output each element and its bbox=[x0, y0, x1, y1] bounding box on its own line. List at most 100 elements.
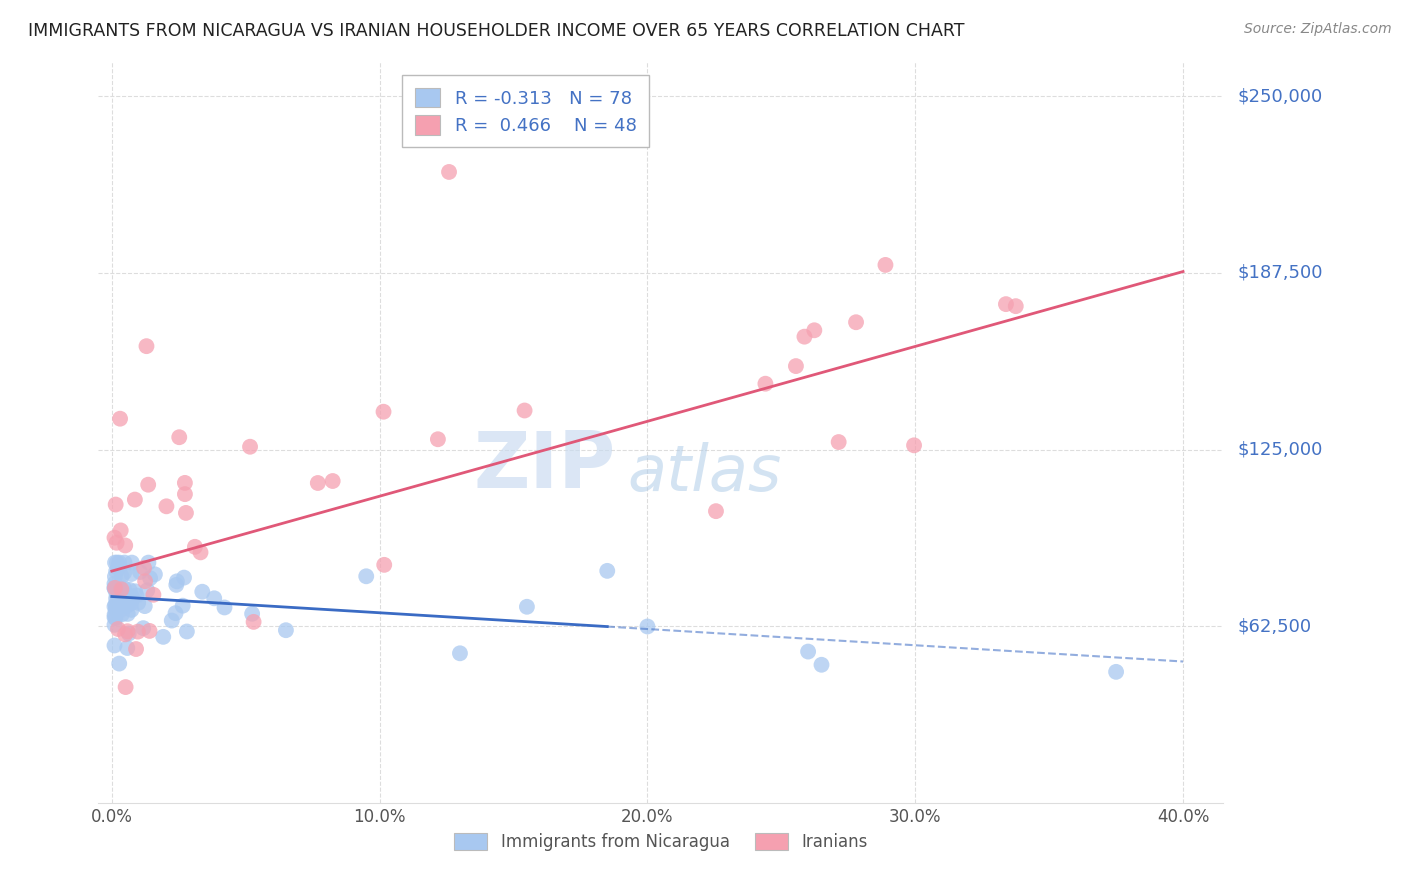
Point bbox=[134, 599, 156, 614]
Point bbox=[754, 376, 776, 391]
Point bbox=[135, 339, 157, 353]
Point bbox=[105, 591, 128, 606]
Point bbox=[426, 432, 449, 446]
Point bbox=[165, 606, 187, 620]
Point bbox=[704, 504, 727, 518]
Point bbox=[803, 323, 825, 337]
Point bbox=[105, 587, 128, 601]
Point bbox=[174, 475, 197, 490]
Point bbox=[104, 569, 127, 583]
Point bbox=[104, 603, 127, 617]
Point bbox=[104, 581, 127, 595]
Point bbox=[166, 574, 188, 589]
Point bbox=[107, 561, 129, 575]
Point bbox=[184, 540, 207, 554]
Point bbox=[103, 581, 125, 595]
Point bbox=[174, 487, 197, 501]
Point bbox=[104, 598, 127, 612]
Text: $187,500: $187,500 bbox=[1237, 264, 1323, 282]
Point bbox=[125, 642, 148, 657]
Point bbox=[107, 622, 129, 636]
Point bbox=[1004, 299, 1026, 313]
Point bbox=[810, 657, 832, 672]
Point bbox=[129, 565, 152, 579]
Point bbox=[114, 591, 136, 606]
Point bbox=[108, 657, 131, 671]
Point bbox=[114, 627, 136, 641]
Point bbox=[152, 630, 174, 644]
Point bbox=[110, 591, 132, 606]
Point bbox=[117, 640, 139, 655]
Point bbox=[114, 538, 136, 552]
Point bbox=[120, 596, 142, 610]
Point bbox=[143, 567, 166, 582]
Point bbox=[120, 567, 142, 582]
Point bbox=[214, 600, 236, 615]
Point bbox=[124, 492, 146, 507]
Point bbox=[202, 591, 225, 606]
Point bbox=[104, 607, 127, 622]
Point bbox=[172, 599, 194, 613]
Point bbox=[1105, 665, 1128, 679]
Point bbox=[108, 581, 131, 595]
Text: atlas: atlas bbox=[627, 442, 782, 504]
Point bbox=[191, 584, 214, 599]
Point bbox=[105, 564, 128, 578]
Point bbox=[138, 624, 160, 638]
Point bbox=[513, 403, 536, 417]
Point bbox=[108, 603, 131, 617]
Point bbox=[104, 498, 127, 512]
Point bbox=[449, 646, 471, 660]
Point bbox=[785, 359, 807, 373]
Point bbox=[114, 680, 136, 694]
Point bbox=[103, 639, 125, 653]
Point bbox=[117, 607, 139, 621]
Point bbox=[110, 569, 132, 583]
Point bbox=[125, 589, 148, 603]
Point bbox=[103, 610, 125, 624]
Point bbox=[114, 588, 136, 602]
Text: $125,000: $125,000 bbox=[1237, 441, 1323, 458]
Point bbox=[132, 621, 155, 635]
Point bbox=[160, 614, 183, 628]
Point bbox=[117, 624, 139, 639]
Point bbox=[437, 165, 460, 179]
Point bbox=[104, 556, 127, 570]
Point bbox=[274, 624, 297, 638]
Text: ZIP: ZIP bbox=[474, 428, 616, 504]
Point bbox=[242, 615, 264, 629]
Point bbox=[121, 591, 143, 606]
Point bbox=[117, 596, 139, 610]
Point bbox=[190, 545, 212, 559]
Text: IMMIGRANTS FROM NICARAGUA VS IRANIAN HOUSEHOLDER INCOME OVER 65 YEARS CORRELATIO: IMMIGRANTS FROM NICARAGUA VS IRANIAN HOU… bbox=[28, 22, 965, 40]
Text: Source: ZipAtlas.com: Source: ZipAtlas.com bbox=[1244, 22, 1392, 37]
Point bbox=[165, 578, 187, 592]
Point bbox=[103, 581, 125, 595]
Point bbox=[239, 440, 262, 454]
Point bbox=[105, 535, 128, 549]
Point bbox=[354, 569, 377, 583]
Text: $250,000: $250,000 bbox=[1237, 87, 1323, 105]
Point bbox=[107, 582, 129, 597]
Point bbox=[132, 561, 155, 575]
Point bbox=[121, 556, 143, 570]
Point bbox=[121, 589, 143, 603]
Point bbox=[121, 603, 143, 617]
Point bbox=[155, 500, 177, 514]
Point bbox=[373, 405, 395, 419]
Point bbox=[118, 582, 141, 597]
Point bbox=[827, 435, 849, 450]
Point bbox=[136, 583, 159, 598]
Point bbox=[322, 474, 344, 488]
Point bbox=[118, 626, 141, 640]
Point bbox=[176, 624, 198, 639]
Point bbox=[103, 617, 125, 632]
Point bbox=[127, 596, 149, 610]
Point bbox=[112, 581, 135, 595]
Point bbox=[103, 576, 125, 591]
Point bbox=[797, 644, 820, 658]
Point bbox=[108, 411, 131, 425]
Point bbox=[108, 590, 131, 604]
Point bbox=[636, 619, 658, 633]
Point bbox=[240, 607, 263, 621]
